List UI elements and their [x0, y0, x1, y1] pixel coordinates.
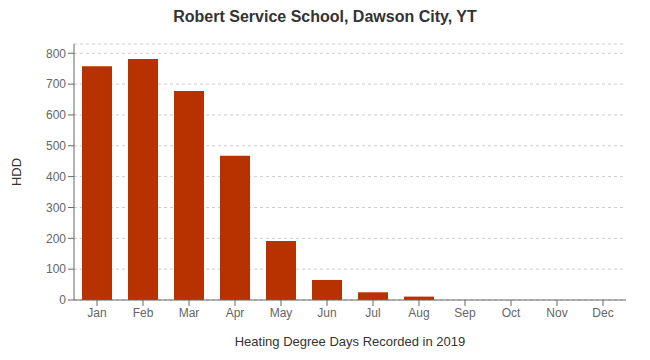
svg-text:Sep: Sep	[454, 306, 476, 320]
svg-text:600: 600	[46, 108, 66, 122]
svg-text:Mar: Mar	[179, 306, 200, 320]
svg-text:Jan: Jan	[87, 306, 106, 320]
svg-text:Nov: Nov	[546, 306, 567, 320]
svg-text:Feb: Feb	[133, 306, 154, 320]
svg-text:Jul: Jul	[365, 306, 380, 320]
svg-text:Jun: Jun	[317, 306, 336, 320]
svg-text:800: 800	[46, 47, 66, 61]
svg-text:Oct: Oct	[502, 306, 521, 320]
svg-text:Aug: Aug	[408, 306, 429, 320]
svg-text:300: 300	[46, 201, 66, 215]
svg-text:500: 500	[46, 139, 66, 153]
svg-text:Apr: Apr	[226, 306, 245, 320]
svg-text:700: 700	[46, 77, 66, 91]
svg-text:Heating Degree Days Recorded i: Heating Degree Days Recorded in 2019	[235, 334, 466, 349]
html-text:Robert Service School, Dawson: Robert Service School, Dawson City, YT	[173, 8, 477, 25]
svg-text:0: 0	[59, 293, 66, 307]
svg-text:May: May	[270, 306, 293, 320]
svg-text:HDD: HDD	[9, 158, 24, 186]
svg-text:Dec: Dec	[592, 306, 613, 320]
svg-text:400: 400	[46, 170, 66, 184]
svg-text:100: 100	[46, 262, 66, 276]
svg-text:200: 200	[46, 232, 66, 246]
